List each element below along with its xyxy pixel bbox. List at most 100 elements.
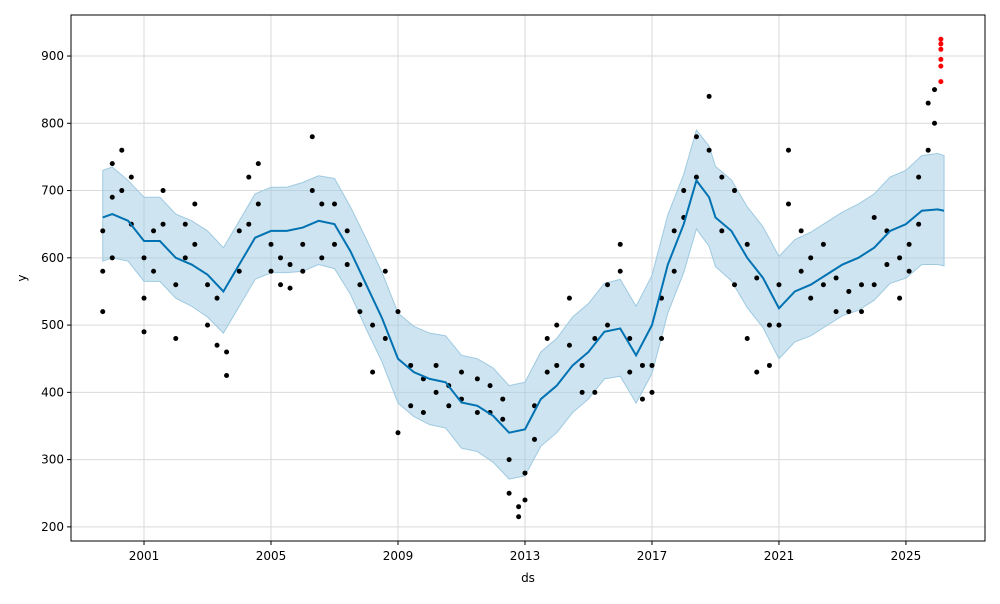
- observed-point: [182, 221, 188, 227]
- observed-point: [833, 309, 839, 315]
- observed-point: [859, 282, 865, 288]
- observed-point: [754, 275, 760, 281]
- observed-point: [554, 322, 560, 328]
- observed-point: [605, 282, 611, 288]
- plot-frame: [70, 14, 986, 542]
- observed-point: [236, 268, 242, 274]
- observed-point: [446, 403, 452, 409]
- y-tick-label: 500: [41, 318, 64, 332]
- observed-point: [255, 201, 261, 207]
- observed-point: [798, 228, 804, 234]
- observed-point: [627, 369, 633, 375]
- observed-point: [871, 214, 877, 220]
- observed-point: [884, 262, 890, 268]
- observed-point: [706, 93, 712, 99]
- observed-point: [205, 322, 211, 328]
- observed-point: [160, 188, 166, 194]
- observed-point: [205, 282, 211, 288]
- observed-point: [906, 268, 912, 274]
- x-axis-label: ds: [521, 571, 535, 585]
- y-tick-label: 900: [41, 49, 64, 63]
- observed-point: [776, 282, 782, 288]
- observed-point: [224, 373, 230, 379]
- observed-point: [516, 504, 522, 510]
- observed-point: [719, 174, 725, 180]
- observed-point: [319, 201, 325, 207]
- observed-point: [344, 262, 350, 268]
- observed-point: [309, 188, 315, 194]
- observed-point: [617, 268, 623, 274]
- observed-point: [160, 221, 166, 227]
- observed-point: [766, 322, 772, 328]
- outlier-point: [938, 41, 944, 47]
- x-tick-label: 2013: [510, 549, 541, 563]
- observed-point: [846, 309, 852, 315]
- observed-point: [820, 282, 826, 288]
- observed-point: [706, 147, 712, 153]
- observed-point: [344, 228, 350, 234]
- observed-point: [693, 134, 699, 140]
- observed-point: [214, 342, 220, 348]
- observed-point: [639, 396, 645, 402]
- uncertainty-band: [102, 128, 945, 480]
- observed-point: [627, 336, 633, 342]
- observed-point: [592, 389, 598, 395]
- observed-point: [820, 241, 826, 247]
- observed-point: [100, 228, 106, 234]
- observed-point: [732, 188, 738, 194]
- observed-point: [522, 470, 528, 476]
- observed-point: [897, 295, 903, 301]
- observed-point: [906, 241, 912, 247]
- observed-point: [617, 241, 623, 247]
- outlier-point: [938, 63, 944, 69]
- observed-point: [192, 201, 198, 207]
- observed-point: [382, 336, 388, 342]
- observed-point: [925, 100, 931, 106]
- observed-point: [566, 295, 572, 301]
- observed-point: [128, 174, 134, 180]
- observed-point: [474, 410, 480, 416]
- observed-point: [871, 282, 877, 288]
- outlier-point: [938, 46, 944, 52]
- observed-point: [592, 336, 598, 342]
- observed-point: [268, 268, 274, 274]
- observed-point: [319, 255, 325, 261]
- observed-point: [506, 490, 512, 496]
- observed-point: [278, 282, 284, 288]
- observed-point: [932, 120, 938, 126]
- observed-point: [151, 228, 157, 234]
- observed-point: [744, 336, 750, 342]
- observed-point: [458, 369, 464, 375]
- observed-point: [500, 416, 506, 422]
- forecast-line: [102, 178, 945, 434]
- observed-point: [246, 221, 252, 227]
- observed-point: [522, 497, 528, 503]
- observed-point: [808, 295, 814, 301]
- observed-point: [109, 161, 115, 167]
- observed-point: [916, 221, 922, 227]
- observed-point: [516, 514, 522, 520]
- observed-point: [287, 285, 293, 291]
- x-tick-label: 2005: [256, 549, 287, 563]
- observed-point: [309, 134, 315, 140]
- observed-point: [671, 228, 677, 234]
- observed-point: [506, 457, 512, 463]
- observed-point: [487, 383, 493, 389]
- observed-point: [658, 336, 664, 342]
- observed-point: [357, 309, 363, 315]
- observed-point: [544, 369, 550, 375]
- observed-point: [100, 268, 106, 274]
- observed-point: [932, 87, 938, 93]
- observed-point: [332, 241, 338, 247]
- observed-point: [808, 255, 814, 261]
- observed-point: [109, 255, 115, 261]
- observed-point: [754, 369, 760, 375]
- observed-point: [785, 201, 791, 207]
- x-tick-label: 2009: [383, 549, 414, 563]
- observed-point: [382, 268, 388, 274]
- observed-point: [141, 295, 147, 301]
- x-tick-label: 2017: [637, 549, 668, 563]
- observed-point: [119, 188, 125, 194]
- observed-point: [925, 147, 931, 153]
